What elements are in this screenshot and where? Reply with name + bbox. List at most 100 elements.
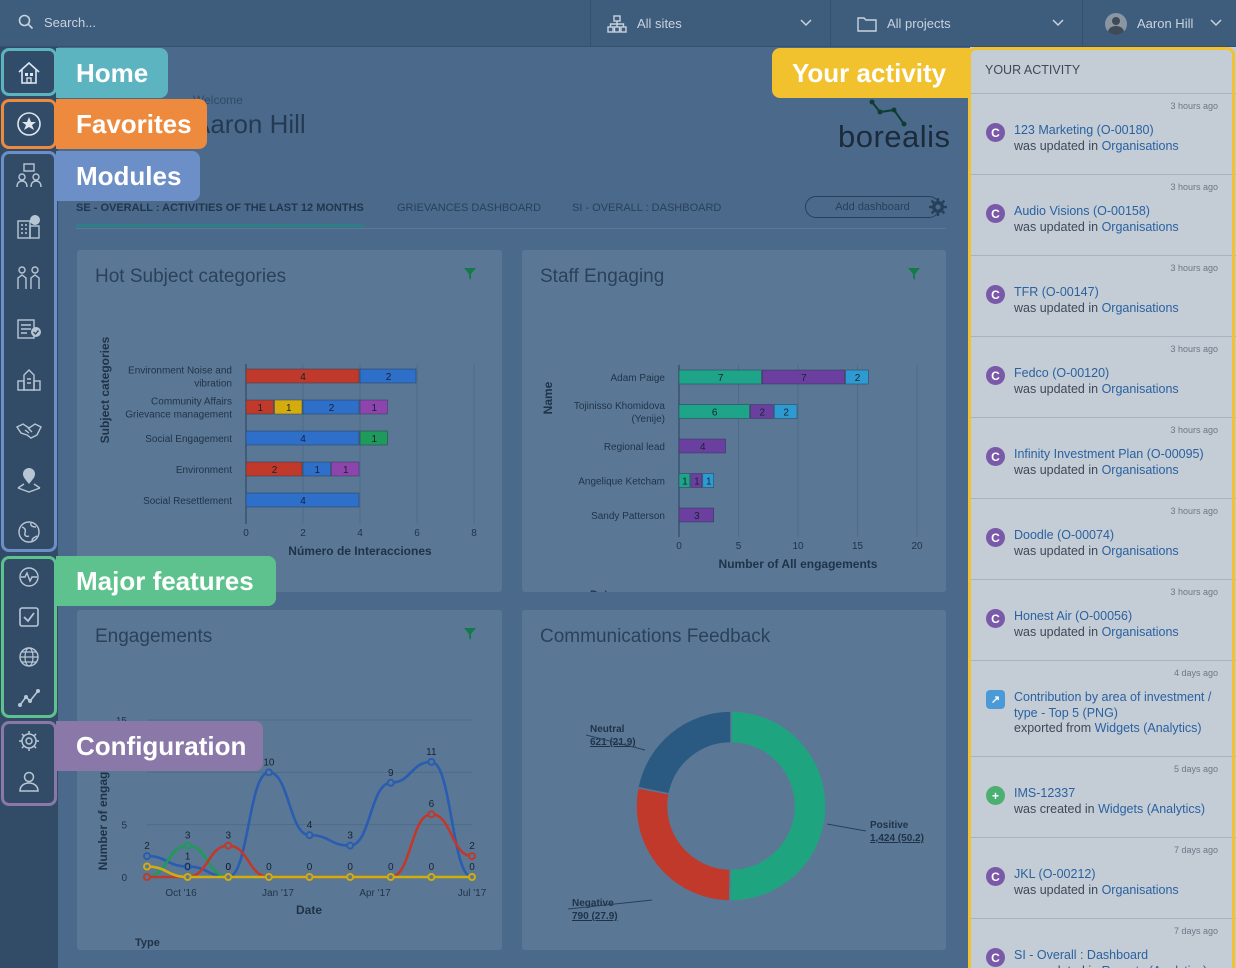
update-icon: C (986, 447, 1005, 466)
filter-icon[interactable] (464, 268, 476, 280)
handshake-icon[interactable] (12, 413, 46, 447)
activity-link[interactable]: Honest Air (O-00056) (1014, 609, 1133, 623)
activity-link[interactable]: TFR (O-00147) (1014, 285, 1099, 299)
x-tick-label: 10 (792, 541, 804, 552)
activity-target-link[interactable]: Organisations (1101, 882, 1179, 897)
activity-link[interactable]: Doodle (O-00074) (1014, 528, 1115, 542)
people-icon[interactable] (12, 158, 46, 192)
home-frame (1, 48, 57, 96)
activity-target-link[interactable]: Widgets (Analytics) (1094, 721, 1202, 735)
activity-link[interactable]: JKL (O-00212) (1014, 867, 1096, 881)
activity-item[interactable]: 3 hours ago C TFR (O-00147) was updated in … (970, 256, 1236, 337)
bar (245, 399, 274, 415)
leader-line (826, 823, 867, 832)
borealis-logo-mark (869, 99, 907, 127)
filter-icon[interactable] (908, 268, 920, 280)
world-icon[interactable] (12, 640, 46, 674)
activity-item[interactable]: 3 hours ago C Infinity Investment Plan (O-… (970, 418, 1236, 499)
activity-list: 3 hours ago C 123 Marketing (O-00180) was u… (970, 94, 1236, 968)
activity-time: 3 hours ago (1170, 344, 1218, 354)
bar (678, 438, 726, 454)
tab-si-overall-dashboard[interactable]: SI - OVERALL : DASHBOARD (572, 202, 722, 214)
housing-icon[interactable] (12, 362, 46, 396)
add-dashboard-button[interactable]: Add dashboard (805, 196, 940, 218)
bar (678, 404, 750, 419)
donut-slice (728, 710, 827, 902)
activity-link[interactable]: Contribution by area of investment / typ… (1014, 690, 1212, 720)
bar-label: 2 (855, 373, 861, 384)
top-bar: Search... All sites All projects Aaron H… (0, 0, 1236, 47)
category-label: Regional lead (604, 442, 665, 453)
activity-link[interactable]: IMS-12337 (1014, 786, 1076, 800)
activity-item[interactable]: 3 hours ago C 123 Marketing (O-00180) was u… (970, 94, 1236, 175)
group-icon[interactable] (12, 260, 46, 294)
tab-se-overall[interactable]: SE - OVERALL : ACTIVITIES OF THE LAST 12… (76, 202, 364, 227)
data-point (305, 831, 314, 840)
activity-link[interactable]: Fedco (O-00120) (1014, 366, 1110, 380)
activity-item[interactable]: 7 days ago C SI - Overall : Dashboard was u… (970, 919, 1236, 968)
activity-item[interactable]: 3 hours ago C Audio Visions (O-00158) was u… (970, 175, 1236, 256)
data-point (143, 873, 151, 881)
activity-link[interactable]: Infinity Investment Plan (O-00095) (1014, 447, 1204, 461)
staff-engaging-card: Staff Engaging 0 5 10 15 20 Adam Paige 7 7 2 Toji… (522, 250, 946, 592)
activity-target-link[interactable]: Organisations (1101, 300, 1179, 315)
activity-item[interactable]: 3 hours ago C Fedco (O-00120) was updated i… (970, 337, 1236, 418)
x-tick-label: 6 (414, 528, 420, 539)
y-axis-title: Subject categories (98, 336, 112, 443)
activity-item[interactable]: 7 days ago C JKL (O-00212) was updated in O… (970, 838, 1236, 919)
location-icon[interactable] (12, 464, 46, 498)
sites-select[interactable]: All sites (590, 0, 830, 47)
activity-target-link[interactable]: Reports (Analytics) (1102, 964, 1208, 968)
x-tick-label: 2 (300, 528, 306, 539)
activity-time: 3 hours ago (1170, 182, 1218, 192)
building-icon[interactable] (12, 209, 46, 243)
avatar (1105, 12, 1127, 35)
gear-icon[interactable] (12, 724, 46, 758)
user-icon[interactable] (12, 764, 46, 798)
checklist-icon[interactable] (12, 311, 46, 345)
user-menu[interactable]: Aaron Hill (1082, 0, 1236, 47)
x-tick-label: 0 (243, 528, 249, 539)
activity-item[interactable]: 3 hours ago C Doodle (O-00074) was updated … (970, 499, 1236, 580)
activity-target-link[interactable]: Organisations (1101, 138, 1179, 153)
activity-link[interactable]: Audio Visions (O-00158) (1014, 204, 1150, 218)
activity-link[interactable]: SI - Overall : Dashboard (1014, 948, 1149, 962)
home-icon[interactable] (12, 56, 46, 90)
data-point (468, 852, 476, 861)
activity-target-link[interactable]: Widgets (Analytics) (1098, 801, 1206, 816)
activity-target-link[interactable]: Organisations (1101, 543, 1179, 558)
data-label: 0 (225, 862, 231, 873)
projects-select[interactable]: All projects (830, 0, 1082, 47)
x-tick-label: 0 (676, 541, 682, 552)
check-icon[interactable] (12, 600, 46, 634)
bar-label: 1 (706, 477, 712, 488)
activity-link[interactable]: 123 Marketing (O-00180) (1014, 123, 1154, 137)
slice-value: 1,424 (50.2) (870, 833, 924, 844)
data-label: 10 (263, 757, 275, 768)
activity-target-link[interactable]: Organisations (1101, 219, 1179, 234)
legend-title: Date (590, 589, 614, 592)
analytics-icon[interactable] (12, 680, 46, 714)
category-label: (Yenije) (631, 414, 665, 425)
globe-icon[interactable] (12, 515, 46, 549)
activity-time: 3 hours ago (1170, 101, 1218, 111)
activity-item[interactable]: 3 hours ago C Honest Air (O-00056) was upda… (970, 580, 1236, 661)
bar-label: 3 (694, 511, 700, 522)
activity-text: IMS-12337 was created in Widgets (Analyti… (1014, 786, 1229, 817)
projects-label: All projects (887, 16, 951, 31)
data-point (224, 873, 233, 881)
category-label: Sandy Patterson (591, 511, 665, 522)
tab-grievances-dashboard[interactable]: GRIEVANCES DASHBOARD (397, 202, 542, 214)
activity-item[interactable]: 4 days ago ↗ Contribution by area of inves… (970, 661, 1236, 757)
data-label: 2 (144, 841, 150, 852)
activity-target-link[interactable]: Organisations (1101, 381, 1179, 396)
settings-gear-icon[interactable] (928, 197, 948, 217)
filter-icon[interactable] (464, 628, 476, 640)
search-input[interactable]: Search... (18, 14, 96, 30)
bar (773, 404, 798, 419)
activity-icon[interactable] (12, 560, 46, 594)
star-icon[interactable] (12, 107, 46, 141)
activity-target-link[interactable]: Organisations (1101, 624, 1179, 639)
activity-target-link[interactable]: Organisations (1101, 462, 1179, 477)
activity-item[interactable]: 5 days ago + IMS-12337 was created in Widge… (970, 757, 1236, 838)
